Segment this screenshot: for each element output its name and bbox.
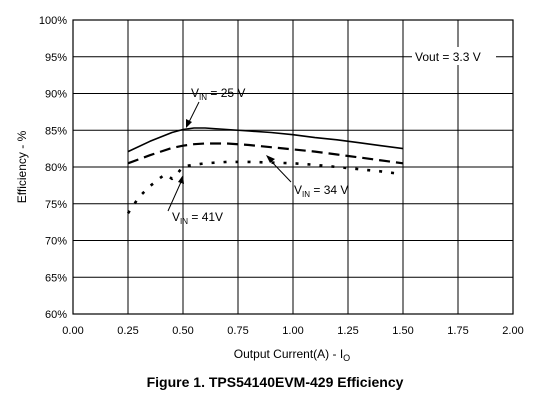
y-tick-label: 100%	[39, 15, 67, 27]
vin25-arrow	[188, 101, 200, 123]
x-tick-label: 1.75	[447, 325, 468, 337]
vin41-arrowhead	[178, 175, 184, 184]
x-axis-title: Output Current(A) - IO	[234, 347, 350, 363]
vin34-arrow	[269, 159, 292, 183]
series-line-vin41	[126, 160, 404, 215]
series-line-vin34	[127, 142, 404, 165]
x-tick-label: 1.00	[282, 325, 303, 337]
y-tick-label: 60%	[45, 309, 67, 321]
x-tick-label: 0.25	[117, 325, 138, 337]
y-tick-label: 80%	[45, 162, 67, 174]
y-tick-label: 75%	[45, 199, 67, 211]
vout-label-bg	[412, 47, 496, 65]
figure-caption: Figure 1. TPS54140EVM-429 Efficiency	[146, 374, 404, 390]
plot-frame	[72, 19, 514, 315]
series-line-vin25	[127, 127, 404, 153]
vin25-label: VIN = 25 V	[191, 86, 245, 102]
x-tick-label: 0.75	[227, 325, 248, 337]
x-tick-label: 2.00	[502, 325, 523, 337]
y-tick-label: 65%	[45, 272, 67, 284]
vin34-label: VIN = 34 V	[294, 183, 348, 199]
x-tick-label: 0.50	[172, 325, 193, 337]
efficiency-chart: 0.00 0.25 0.50 0.75 1.00 1.25 1.50 1.75 2.00 60% 6…	[15, 15, 524, 363]
x-tick-label: 0.00	[62, 325, 83, 337]
vin41-label: VIN = 41V	[172, 210, 223, 226]
x-tick-label: 1.50	[392, 325, 413, 337]
series-layer	[126, 127, 404, 215]
y-axis-title: Efficiency - %	[15, 130, 29, 203]
vin25-arrowhead	[186, 119, 192, 128]
vin41-arrow	[167, 181, 182, 212]
grid	[72, 19, 514, 315]
y-tick-label: 85%	[45, 125, 67, 137]
tick-labels: 0.00 0.25 0.50 0.75 1.00 1.25 1.50 1.75 2.00 60% 6…	[39, 15, 524, 337]
vout-label: Vout = 3.3 V	[415, 50, 481, 64]
y-tick-label: 95%	[45, 52, 67, 64]
vin34-arrowhead	[266, 155, 275, 163]
y-tick-label: 90%	[45, 89, 67, 101]
x-tick-label: 1.25	[337, 325, 358, 337]
y-tick-label: 70%	[45, 236, 67, 248]
